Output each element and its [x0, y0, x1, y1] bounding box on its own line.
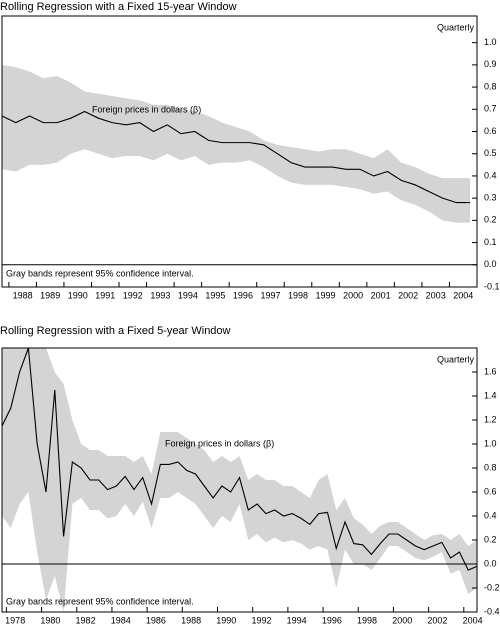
series-label: Foreign prices in dollars (β) — [165, 438, 274, 448]
y-tick-label: 1.6 — [484, 366, 497, 376]
x-tick-label: 2001 — [371, 290, 391, 300]
y-tick-label: -0.2 — [484, 582, 500, 592]
note: Gray bands represent 95% confidence inte… — [6, 268, 194, 278]
x-tick-label: 1998 — [288, 290, 308, 300]
x-tick-label: 2002 — [398, 290, 418, 300]
chart-title: Rolling Regression with a Fixed 15-year … — [0, 1, 237, 13]
x-tick-label: 1996 — [233, 290, 253, 300]
x-tick-label: 1978 — [5, 615, 25, 625]
series-line — [2, 110, 471, 204]
x-tick-label: 2004 — [463, 615, 483, 625]
y-tick-label: 0.9 — [484, 59, 497, 69]
plot-area — [2, 348, 477, 612]
confidence-band — [2, 348, 477, 612]
x-tick-label: 2003 — [426, 290, 446, 300]
y-tick-label: 0.5 — [484, 148, 497, 158]
y-tick-label: 1.0 — [484, 438, 497, 448]
x-tick-label: 1992 — [123, 290, 143, 300]
x-tick-label: 1999 — [316, 290, 336, 300]
x-tick-label: 1992 — [251, 615, 271, 625]
y-tick-label: 1.2 — [484, 414, 497, 424]
y-tick-label: 0.0 — [484, 558, 497, 568]
y-tick-label: 0.3 — [484, 193, 497, 203]
y-tick-label: 0.6 — [484, 486, 497, 496]
x-tick-label: 1995 — [205, 290, 225, 300]
frequency-label: Quarterly — [437, 354, 475, 364]
plot-frame — [1, 15, 478, 288]
x-tick-label: 1990 — [68, 290, 88, 300]
x-tick-label: 1980 — [40, 615, 60, 625]
x-tick-label: 1994 — [178, 290, 198, 300]
x-tick-label: 1988 — [181, 615, 201, 625]
y-tick-label: 0.7 — [484, 104, 497, 114]
y-tick-label: 0.2 — [484, 215, 497, 225]
y-tick-label: 0.0 — [484, 259, 497, 269]
x-tick-label: 1986 — [146, 615, 166, 625]
x-tick-label: 2000 — [343, 290, 363, 300]
y-tick-label: 1.4 — [484, 390, 497, 400]
y-tick-label: -0.1 — [484, 281, 500, 291]
confidence-band — [2, 64, 471, 223]
y-tick-label: 0.2 — [484, 534, 497, 544]
frequency-label: Quarterly — [437, 22, 475, 32]
y-tick-label: -0.4 — [484, 606, 500, 616]
note: Gray bands represent 95% confidence inte… — [6, 596, 194, 606]
chart-title: Rolling Regression with a Fixed 5-year W… — [0, 325, 231, 337]
y-tick-label: 0.1 — [484, 237, 497, 247]
x-tick-label: 1997 — [260, 290, 280, 300]
x-tick-label: 1998 — [357, 615, 377, 625]
x-tick-label: 1989 — [40, 290, 60, 300]
series-line — [2, 348, 477, 571]
series-label: Foreign prices in dollars (β) — [92, 104, 201, 114]
y-tick-label: 1.0 — [484, 37, 497, 47]
y-tick-label: 0.4 — [484, 170, 497, 180]
x-tick-label: 1984 — [111, 615, 131, 625]
x-tick-label: 2000 — [392, 615, 412, 625]
x-tick-label: 2002 — [427, 615, 447, 625]
y-tick-label: 0.4 — [484, 510, 497, 520]
x-tick-label: 1991 — [95, 290, 115, 300]
y-tick-label: 0.6 — [484, 126, 497, 136]
x-tick-label: 1994 — [287, 615, 307, 625]
x-tick-label: 1990 — [216, 615, 236, 625]
x-tick-label: 1982 — [76, 615, 96, 625]
y-tick-label: 0.8 — [484, 81, 497, 91]
plot-frame — [1, 347, 478, 613]
x-tick-label: 1996 — [322, 615, 342, 625]
x-tick-label: 1993 — [150, 290, 170, 300]
plot-area — [2, 64, 477, 266]
x-tick-label: 1988 — [13, 290, 33, 300]
x-tick-label: 2004 — [453, 290, 473, 300]
y-tick-label: 0.8 — [484, 462, 497, 472]
